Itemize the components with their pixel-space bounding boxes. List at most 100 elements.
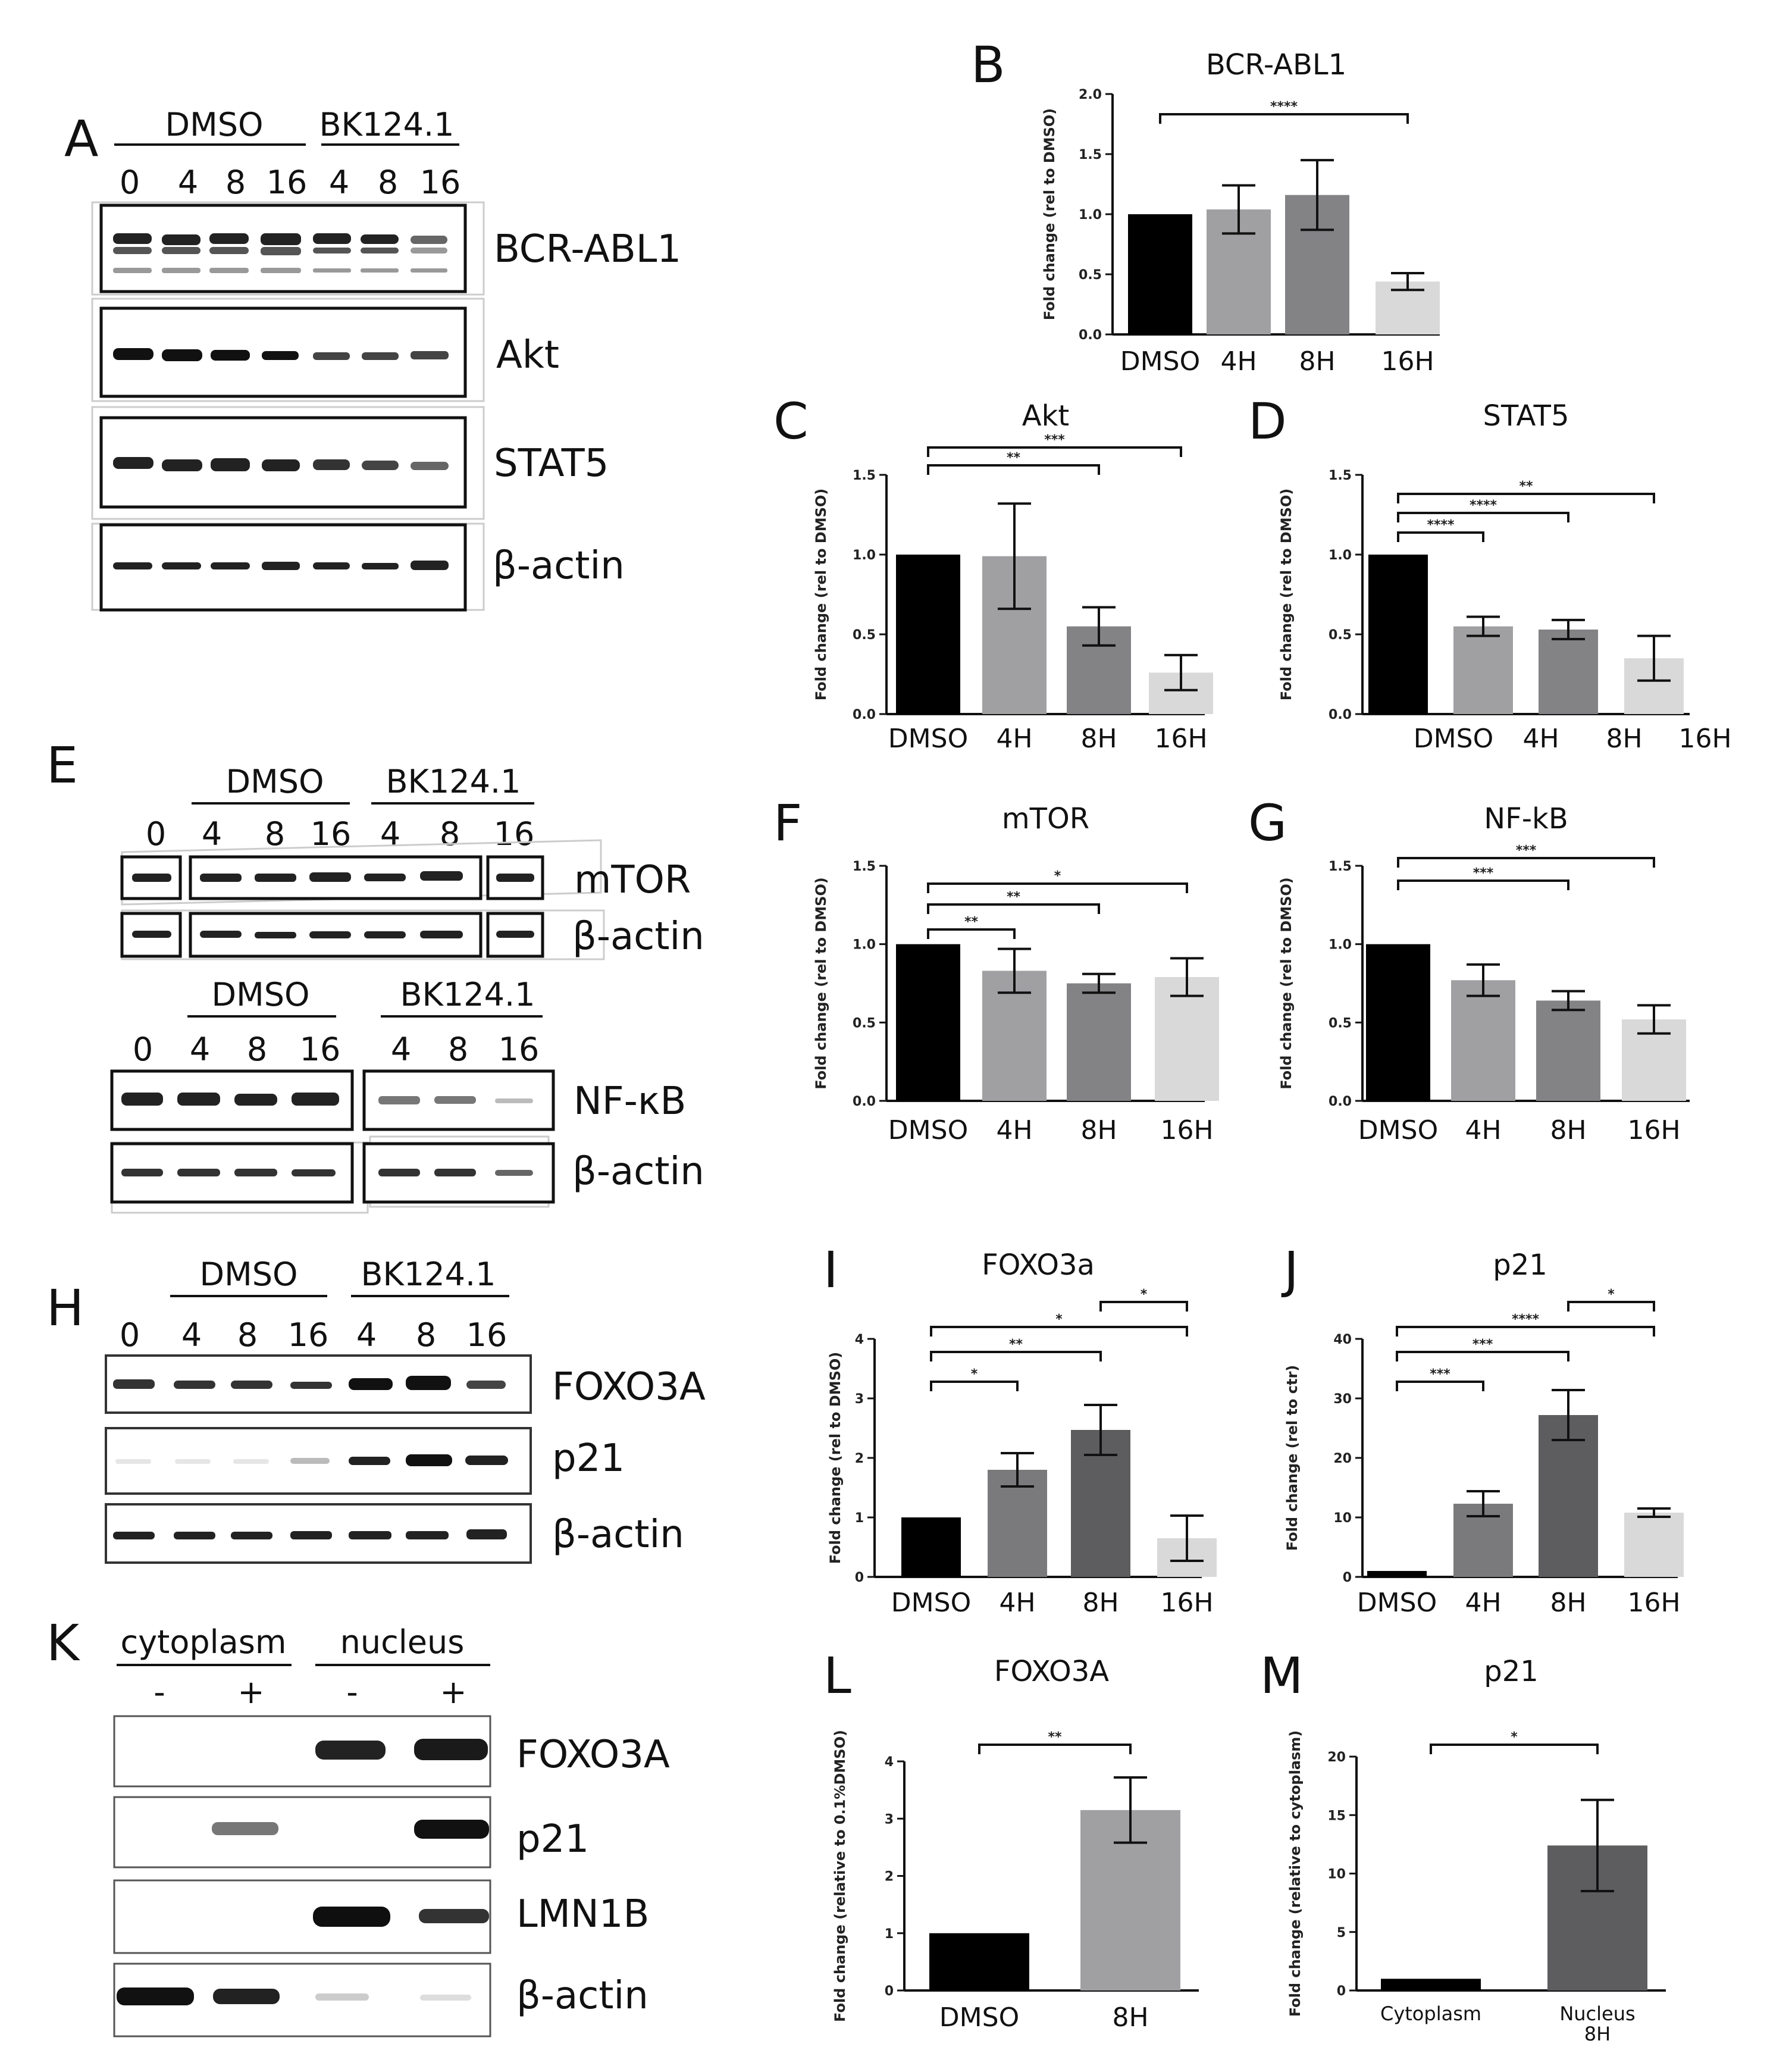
protein-label: FOXO3A [552, 1365, 706, 1409]
x-tick-label: DMSO [891, 1588, 971, 1618]
lane-label: 8 [440, 815, 460, 853]
protein-label: Akt [496, 333, 559, 377]
significance-bracket [927, 446, 1182, 457]
lane-label: 16 [267, 164, 308, 201]
lane-label: 0 [120, 1316, 140, 1354]
significance-bracket [1396, 1351, 1569, 1361]
y-axis-label: Fold change (rel to DMSO) [1278, 489, 1295, 701]
y-tick-label: 0.0 [1329, 1094, 1352, 1109]
y-tick-label: 4 [885, 1755, 894, 1770]
y-tick-label: 20 [1327, 1750, 1346, 1765]
x-tick-label: 8H [1080, 724, 1117, 754]
panel-letter-k: K [46, 1614, 80, 1672]
group-label-cytoplasm: cytoplasm [121, 1623, 287, 1661]
lane-label: 8 [225, 164, 246, 201]
lane-label: 8 [265, 815, 285, 853]
y-tick-label: 1.0 [853, 938, 876, 953]
blot-strip-lmn1b [113, 1879, 491, 1954]
chart-title: p21 [1493, 1248, 1547, 1282]
group-label-nucleus: nucleus [340, 1623, 465, 1661]
significance-label: **** [1427, 518, 1455, 533]
blot-strip-nf-kb [110, 1069, 555, 1131]
significance-bracket [1397, 493, 1655, 503]
protein-label: p21 [552, 1436, 625, 1481]
bar-chart-foxo3a: FOXO3a 0 1 2 3 4 Fold change (rel to DMSO) DMSO… [827, 1248, 1217, 1618]
y-tick-label: 0.0 [853, 708, 876, 722]
chart-title: p21 [1484, 1655, 1539, 1688]
significance-bracket [1430, 1744, 1599, 1754]
y-tick-label: 5 [1337, 1926, 1346, 1940]
panel-letter-a: A [64, 109, 98, 168]
significance-label: ** [1007, 890, 1021, 904]
lane-label: 4 [356, 1316, 377, 1354]
x-tick-label: DMSO [888, 1115, 968, 1145]
blot-strip-beta-actin [91, 522, 485, 612]
x-tick-label: 4H [996, 1115, 1032, 1145]
y-tick-label: 0.5 [1329, 1016, 1352, 1031]
blot-strip-mtor [120, 839, 602, 906]
lane-label: 0 [120, 164, 140, 201]
x-tick-label: 8H [1082, 1588, 1119, 1618]
protein-label: mTOR [574, 858, 691, 902]
lane-label: 16 [300, 1031, 341, 1068]
x-tick-label: 8H [1080, 1115, 1117, 1145]
y-tick-label: 1.0 [1329, 548, 1352, 563]
bar [1451, 980, 1515, 1101]
chart-title: NF-kB [1484, 802, 1568, 835]
significance-bracket [1397, 512, 1569, 522]
group-label-dmso: DMSO [200, 1256, 298, 1293]
significance-label: * [1055, 1312, 1063, 1327]
significance-label: *** [1516, 843, 1537, 858]
chart-title: FOXO3a [982, 1248, 1095, 1282]
significance-label: *** [1473, 866, 1494, 881]
chart-title: Akt [1022, 399, 1069, 433]
x-tick-label: 8H [1606, 724, 1642, 754]
y-tick-label: 1.5 [1329, 468, 1352, 483]
x-tick-label: 8H [1299, 346, 1335, 377]
bar-chart-foxo3a-localization: FOXO3A 0 1 2 3 4 Fold change (relative to 0.1%… [832, 1655, 1199, 2033]
bar [1381, 1979, 1481, 1990]
x-tick-label: DMSO [1358, 1115, 1438, 1145]
bar [1539, 629, 1598, 714]
y-tick-label: 20 [1333, 1451, 1352, 1466]
x-tick-label: 16H [1160, 1588, 1213, 1618]
significance-bracket [927, 464, 1100, 475]
significance-bracket [1567, 1301, 1655, 1312]
x-tick-label: 4H [1465, 1588, 1501, 1618]
protein-label: β-actin [572, 915, 704, 959]
x-tick-label: Nucleus 8H [1559, 2002, 1635, 2045]
bar-chart-stat5: STAT5 0.0 0.5 1.0 1.5 Fold change (rel to DMS… [1278, 399, 1732, 754]
significance-bracket [1396, 1326, 1655, 1337]
y-tick-label: 1.5 [853, 468, 876, 483]
bar [1453, 626, 1513, 714]
significance-label: ** [1048, 1730, 1062, 1745]
group-label-dmso: DMSO [212, 976, 310, 1013]
protein-label: β-actin [552, 1513, 684, 1557]
bar [901, 1517, 961, 1577]
y-tick-label: 0 [855, 1570, 864, 1585]
y-axis-label: Fold change (rel to DMSO) [813, 489, 829, 701]
blot-strip-stat5 [91, 406, 485, 520]
lane-label: 4 [329, 164, 349, 201]
y-tick-label: 1.0 [1079, 208, 1102, 223]
y-axis-label: Fold change (rel to ctr) [1284, 1365, 1301, 1551]
protein-label: p21 [516, 1817, 589, 1861]
protein-label: LMN1B [516, 1892, 649, 1936]
protein-label: NF-κB [574, 1079, 686, 1123]
x-tick-label: 4H [999, 1588, 1035, 1618]
protein-label: STAT5 [494, 442, 609, 486]
lane-label: 4 [380, 815, 400, 853]
lane-label: 4 [202, 815, 222, 853]
y-tick-label: 0 [1343, 1570, 1352, 1585]
x-tick-label: Cytoplasm [1380, 2002, 1481, 2025]
bar [1368, 555, 1428, 714]
x-tick-label: 16H [1627, 1115, 1680, 1145]
y-tick-label: 40 [1333, 1332, 1352, 1347]
significance-label: ** [1007, 450, 1021, 465]
significance-label: **** [1270, 99, 1298, 114]
y-tick-label: 2 [885, 1870, 894, 1885]
lane-label: + [237, 1673, 264, 1711]
significance-label: *** [1472, 1337, 1493, 1352]
significance-label: * [1511, 1730, 1518, 1745]
y-tick-label: 1 [885, 1927, 894, 1942]
